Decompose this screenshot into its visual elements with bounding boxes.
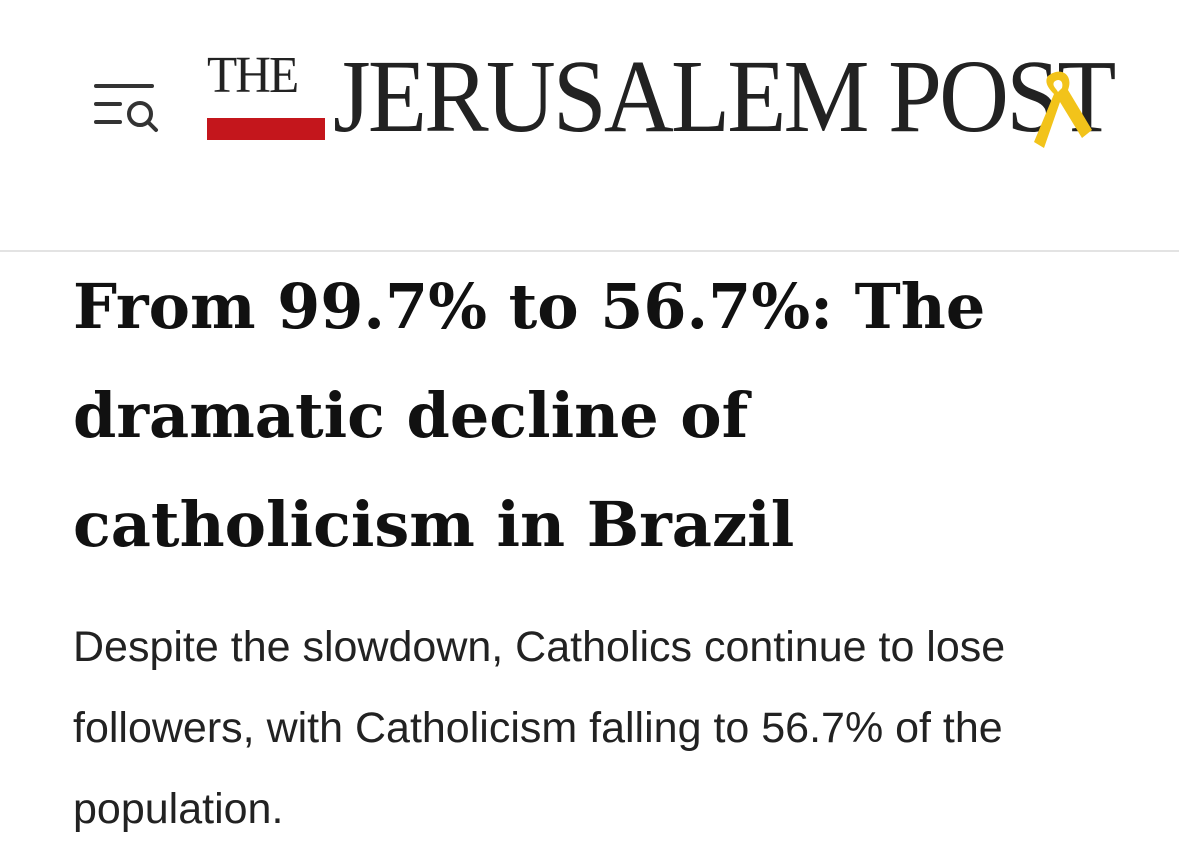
logo-small: THE — [207, 47, 299, 104]
logo-main: JERUSALEM POST — [333, 39, 1116, 154]
site-header: THE JERUSALEM POST — [0, 0, 1179, 252]
article-subtitle: Despite the slowdown, Catholics continue… — [73, 623, 1006, 833]
menu-search-button[interactable] — [92, 78, 162, 136]
logo-bar — [207, 118, 325, 140]
article-title: From 99.7% to 56.7%: The dramatic declin… — [73, 270, 986, 561]
yellow-ribbon — [1034, 71, 1092, 148]
